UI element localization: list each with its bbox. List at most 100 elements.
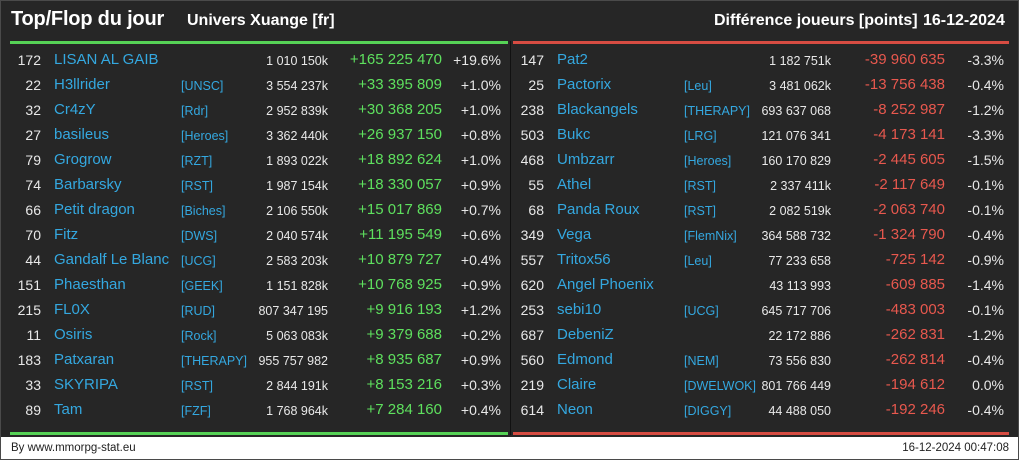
percent-change: -1.2%: [967, 327, 1004, 343]
player-name-link[interactable]: DebeniZ: [557, 326, 614, 343]
player-rank: 468: [520, 152, 544, 168]
player-points: 43 113 993: [769, 279, 831, 293]
player-rank: 503: [520, 127, 544, 143]
player-name-link[interactable]: Patxaran: [54, 351, 115, 368]
player-name-link[interactable]: Grogrow: [54, 151, 112, 168]
player-points: 3 362 440k: [266, 129, 328, 143]
flop-row: 147 Pat2 1 182 751k -39 960 635 -3.3%: [514, 48, 1014, 73]
points-difference: +9 379 688: [366, 326, 443, 343]
guild-tag-link[interactable]: [RZT]: [181, 154, 213, 168]
top-row: 79 Grogrow [RZT] 1 893 022k +18 892 624 +1.0%: [11, 148, 511, 173]
player-points: 2 040 574k: [266, 229, 328, 243]
player-rank: 89: [25, 402, 41, 418]
top-row: 74 Barbarsky [RST] 1 987 154k +18 330 057 +0.…: [11, 173, 511, 198]
points-difference: +11 195 549: [359, 226, 442, 243]
player-name-link[interactable]: sebi10: [557, 301, 602, 318]
player-name-link[interactable]: Fitz: [54, 226, 79, 243]
guild-tag-link[interactable]: [UCG]: [181, 254, 216, 268]
guild-tag-link[interactable]: [Rock]: [181, 329, 217, 343]
top-row: 32 Cr4zY [Rdr] 2 952 839k +30 368 205 +1.0%: [11, 98, 511, 123]
player-rank: 172: [17, 52, 41, 68]
player-points: 2 082 519k: [769, 204, 831, 218]
player-name-link[interactable]: SKYRIPA: [54, 376, 118, 393]
player-name-link[interactable]: Tam: [54, 401, 83, 418]
guild-tag-link[interactable]: [RUD]: [181, 304, 216, 318]
player-name-link[interactable]: Panda Roux: [557, 201, 640, 218]
points-difference: -725 142: [885, 251, 945, 268]
guild-tag-link[interactable]: [RST]: [684, 179, 716, 193]
guild-tag-link[interactable]: [UNSC]: [181, 79, 224, 93]
percent-change: -0.4%: [967, 77, 1004, 93]
points-difference: -262 831: [885, 326, 945, 343]
player-name-link[interactable]: Edmond: [557, 351, 613, 368]
player-name-link[interactable]: FL0X: [54, 301, 90, 318]
guild-tag-link[interactable]: [THERAPY]: [684, 104, 750, 118]
guild-tag-link[interactable]: [Heroes]: [181, 129, 229, 143]
player-rank: 79: [25, 152, 41, 168]
generated-timestamp: 16-12-2024 00:47:08: [902, 442, 1009, 454]
player-rank: 33: [25, 377, 41, 393]
guild-tag-link[interactable]: [DIGGY]: [684, 404, 732, 418]
player-name-link[interactable]: H3llrider: [54, 76, 110, 93]
player-name-link[interactable]: Angel Phoenix: [557, 276, 654, 293]
percent-change: -0.9%: [967, 252, 1004, 268]
player-name-link[interactable]: Bukc: [557, 126, 591, 143]
guild-tag-link[interactable]: [Heroes]: [684, 154, 732, 168]
guild-tag-link[interactable]: [LRG]: [684, 129, 717, 143]
player-rank: 55: [528, 177, 544, 193]
flop-row: 560 Edmond [NEM] 73 556 830 -262 814 -0.4%: [514, 348, 1014, 373]
player-name-link[interactable]: Claire: [557, 376, 597, 393]
guild-tag-link[interactable]: [FlemNix]: [684, 229, 737, 243]
top-row: 22 H3llrider [UNSC] 3 554 237k +33 395 809 +1…: [11, 73, 511, 98]
guild-tag-link[interactable]: [UCG]: [684, 304, 719, 318]
guild-tag-link[interactable]: [Rdr]: [181, 104, 209, 118]
guild-tag-link[interactable]: [Biches]: [181, 204, 226, 218]
player-name-link[interactable]: Umbzarr: [557, 151, 615, 168]
player-rank: 68: [528, 202, 544, 218]
guild-tag-link[interactable]: [NEM]: [684, 354, 719, 368]
guild-tag-link[interactable]: [DWELWOK]: [684, 379, 756, 393]
player-name-link[interactable]: Petit dragon: [54, 201, 135, 218]
player-name-link[interactable]: Barbarsky: [54, 176, 122, 193]
flop-row: 687 DebeniZ 22 172 886 -262 831 -1.2%: [514, 323, 1014, 348]
guild-tag-link[interactable]: [Leu]: [684, 254, 712, 268]
top-row: 70 Fitz [DWS] 2 040 574k +11 195 549 +0.6%: [11, 223, 511, 248]
player-name-link[interactable]: Pactorix: [557, 76, 612, 93]
top-row: 183 Patxaran [THERAPY] 955 757 982 +8 935 68…: [11, 348, 511, 373]
player-name-link[interactable]: Tritox56: [557, 251, 611, 268]
board-date: 16-12-2024: [923, 12, 1005, 29]
guild-tag-link[interactable]: [Leu]: [684, 79, 712, 93]
points-difference: -192 246: [885, 401, 945, 418]
flop-row: 219 Claire [DWELWOK] 801 766 449 -194 612 0.0…: [514, 373, 1014, 398]
player-name-link[interactable]: Athel: [557, 176, 592, 193]
guild-tag-link[interactable]: [RST]: [181, 179, 213, 193]
points-difference: +26 937 150: [358, 126, 442, 143]
guild-tag-link[interactable]: [RST]: [684, 204, 716, 218]
guild-tag-link[interactable]: [FZF]: [181, 404, 211, 418]
percent-change: -1.5%: [967, 152, 1004, 168]
points-difference: +8 935 687: [366, 351, 443, 368]
player-points: 1 182 751k: [769, 54, 831, 68]
player-name-link[interactable]: Phaesthan: [54, 276, 126, 293]
player-name-link[interactable]: Blackangels: [557, 101, 638, 118]
player-name-link[interactable]: Pat2: [557, 51, 588, 68]
flop-row: 614 Neon [DIGGY] 44 488 050 -192 246 -0.4%: [514, 398, 1014, 423]
guild-tag-link[interactable]: [DWS]: [181, 229, 218, 243]
player-name-link[interactable]: Gandalf Le Blanc: [54, 251, 170, 268]
player-name-link[interactable]: Osiris: [54, 326, 93, 343]
player-name-link[interactable]: basileus: [54, 126, 110, 143]
player-name-link[interactable]: LISAN AL GAIB: [54, 51, 159, 68]
player-name-link[interactable]: Vega: [557, 226, 592, 243]
guild-tag-link[interactable]: [RST]: [181, 379, 213, 393]
top-row: 172 LISAN AL GAIB 1 010 150k +165 225 470 +1…: [11, 48, 511, 73]
guild-tag-link[interactable]: [GEEK]: [181, 279, 223, 293]
percent-change: +1.0%: [460, 102, 501, 118]
player-name-link[interactable]: Neon: [557, 401, 593, 418]
player-name-link[interactable]: Cr4zY: [54, 101, 96, 118]
player-rank: 32: [25, 102, 41, 118]
board-footer: By www.mmorpg-stat.eu 16-12-2024 00:47:0…: [1, 437, 1018, 459]
guild-tag-link[interactable]: [THERAPY]: [181, 354, 247, 368]
percent-change: +1.0%: [460, 77, 501, 93]
player-rank: 349: [520, 227, 544, 243]
